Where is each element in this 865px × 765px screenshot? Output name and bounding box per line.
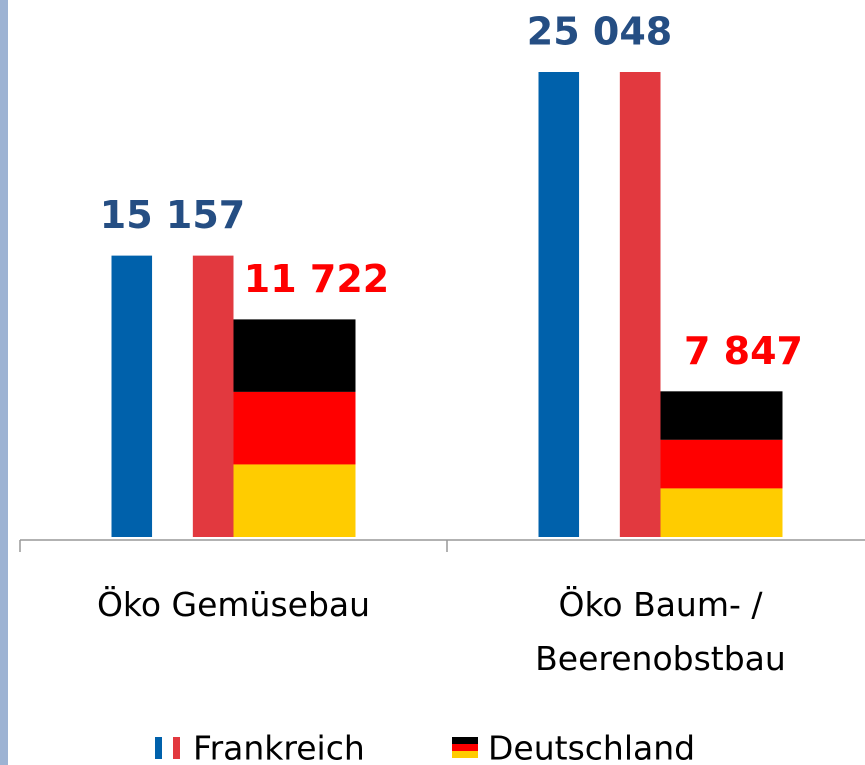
- legend-label: Frankreich: [193, 729, 365, 765]
- legend-icon: [155, 737, 180, 759]
- bar-stripe: [619, 72, 661, 537]
- x-tick-label: Öko Gemüsebau: [96, 585, 371, 624]
- value-label: 11 722: [244, 257, 389, 301]
- legend-stripe: [155, 737, 162, 759]
- legend-stripe: [452, 744, 478, 751]
- value-label: 7 847: [684, 329, 803, 373]
- legend-stripe: [452, 737, 478, 744]
- bar-stripe: [660, 391, 783, 440]
- value-label: 25 048: [527, 10, 672, 54]
- bar: [538, 72, 661, 537]
- bar: [233, 319, 356, 537]
- left-border: [0, 0, 8, 765]
- bar-stripe: [192, 255, 234, 537]
- legend-stripe: [452, 751, 478, 758]
- bar-stripe: [579, 72, 620, 537]
- bar-stripe: [111, 255, 153, 537]
- bar: [111, 255, 234, 537]
- bar-stripe: [538, 72, 580, 537]
- bar-stripe: [660, 439, 783, 489]
- bar: [660, 391, 783, 537]
- bar-stripe: [152, 255, 193, 537]
- bar-stripe: [660, 488, 783, 537]
- bar-stripe: [233, 319, 356, 392]
- bar-stripe: [233, 391, 356, 465]
- legend-icon: [452, 737, 478, 758]
- x-tick-label: Öko Baum- / Beerenobstbau: [535, 585, 786, 678]
- legend-stripe: [164, 737, 171, 759]
- bar-stripe: [233, 464, 356, 537]
- value-label: 15 157: [100, 193, 245, 237]
- legend-label: Deutschland: [488, 729, 695, 765]
- legend-stripe: [173, 737, 180, 759]
